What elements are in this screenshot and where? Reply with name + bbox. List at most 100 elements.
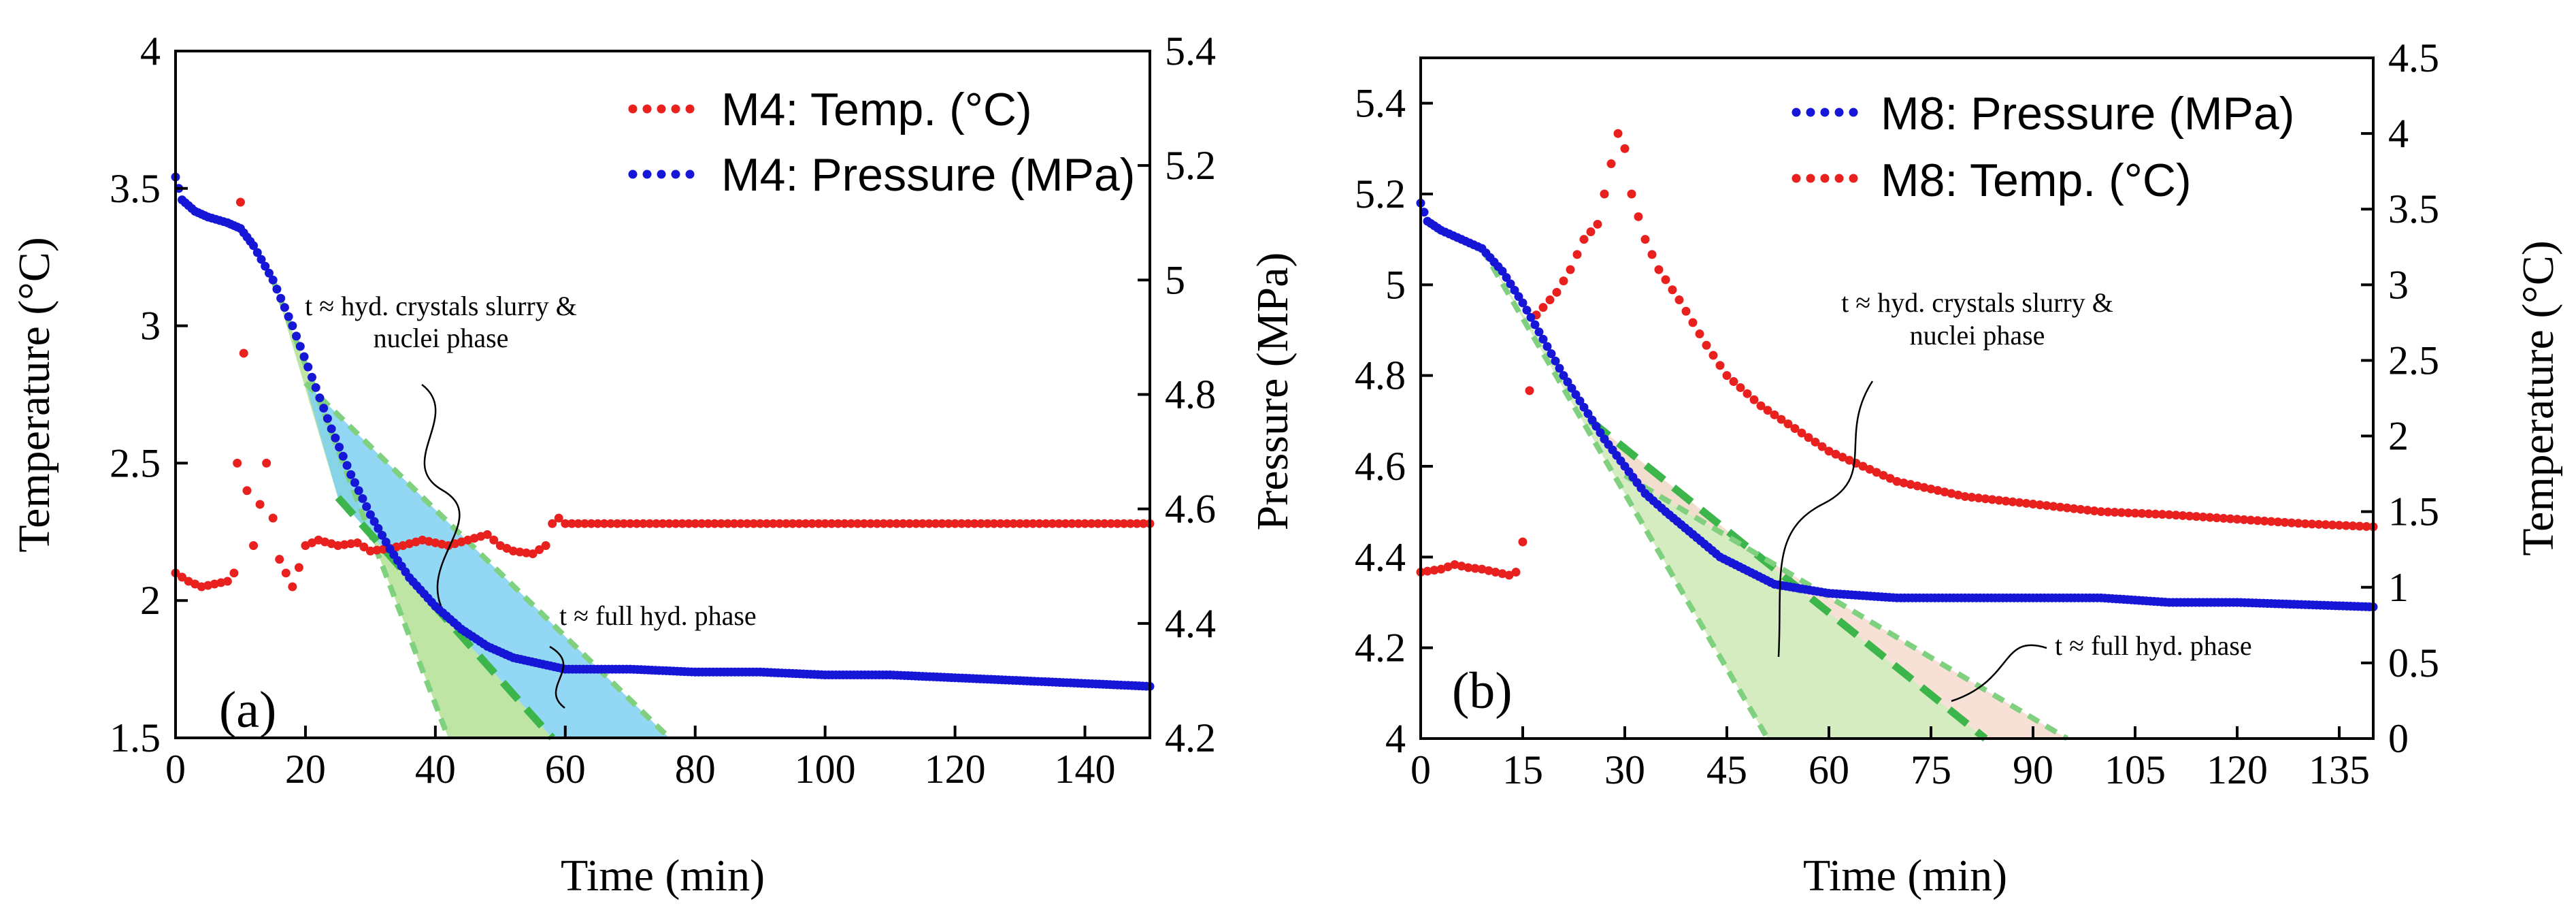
temp-point (1994, 496, 2004, 505)
pressure-point (1567, 383, 1576, 393)
temp-point (944, 519, 953, 528)
pressure-point (1563, 377, 1572, 387)
temp-point (1783, 419, 1793, 429)
temp-point (2226, 514, 2235, 523)
temp-point (606, 519, 616, 528)
temp-point (1022, 519, 1031, 528)
temp-point (242, 486, 252, 496)
y-left-tick-label: 2.5 (110, 440, 161, 485)
pressure-point (1522, 306, 1532, 315)
temp-point (2239, 515, 2249, 524)
temp-point (2137, 508, 2147, 518)
temp-point (1661, 275, 1670, 285)
temp-point (638, 519, 648, 528)
x-axis-title: Time (min) (561, 851, 765, 901)
temp-point (1450, 560, 1459, 569)
temp-point (1087, 519, 1096, 528)
temp-point (1579, 235, 1589, 244)
temp-point (1919, 483, 1929, 492)
temp-point (1015, 519, 1025, 528)
y-left-tick-label: 3.5 (110, 166, 161, 211)
pressure-point (362, 502, 371, 511)
pressure-point (346, 470, 356, 479)
pressure-point (280, 303, 289, 312)
temp-point (691, 519, 700, 528)
temp-point (1477, 564, 1487, 574)
temp-point (723, 519, 732, 528)
x-tick-label: 30 (1604, 747, 1645, 792)
temp-point (2287, 518, 2296, 528)
temp-point (989, 519, 999, 528)
temp-point (625, 519, 635, 528)
temp-point (1048, 519, 1057, 528)
chart-panel-b: 0 15 30 45 60 75 90 105 120 135 44.24.44.64.855.2… (1248, 35, 2563, 901)
temp-point (892, 519, 902, 528)
x-tick-label: 0 (165, 747, 186, 792)
temp-point (2171, 511, 2181, 520)
temp-point (671, 519, 680, 528)
temp-point (808, 519, 817, 528)
temp-point (1436, 564, 1446, 574)
y-right-tick-label: 4.6 (1165, 487, 1216, 532)
temp-point (372, 545, 382, 555)
temp-point (1845, 455, 1854, 465)
fit-line (1479, 246, 1770, 741)
temp-point (2090, 506, 2099, 516)
temp-point (1749, 395, 1759, 404)
temp-point (1743, 389, 1752, 398)
temp-point (872, 519, 882, 528)
pressure-point (295, 342, 305, 351)
temp-point (931, 519, 940, 528)
temp-point (951, 519, 960, 528)
temp-point (846, 519, 856, 528)
y-left-tick-label: 4.8 (1355, 353, 1406, 398)
temp-point (2076, 504, 2085, 514)
pressure-point (323, 414, 332, 423)
temp-point (1464, 563, 1473, 572)
pressure-point (276, 293, 286, 303)
temp-point (2055, 502, 2065, 512)
temp-point (365, 547, 375, 556)
pressure-point (1506, 279, 1515, 289)
temp-point (1654, 265, 1664, 274)
pressure-point (1575, 396, 1585, 406)
temp-point (762, 519, 772, 528)
temp-point (561, 519, 570, 528)
temp-point (2049, 502, 2058, 511)
pressure-point (1510, 285, 1519, 295)
temp-point (2232, 515, 2242, 524)
temp-point (2328, 520, 2337, 530)
temp-point (704, 519, 713, 528)
temp-point (736, 519, 746, 528)
temp-point (1093, 519, 1103, 528)
panel-label: (a) (219, 681, 276, 739)
annotation-slurry-phase: t ≈ hyd. crystals slurry & (1841, 287, 2113, 318)
temp-point (1879, 470, 1888, 480)
temp-point (1002, 519, 1012, 528)
y-right-tick-label: 5.2 (1165, 143, 1216, 188)
temp-point (1756, 401, 1766, 410)
x-tick-label: 0 (1410, 747, 1431, 792)
temp-point (2158, 510, 2167, 519)
pressure-point (1579, 402, 1589, 412)
temp-point (684, 519, 693, 528)
temp-point (1729, 377, 1738, 387)
pressure-point (288, 321, 297, 331)
temp-point (833, 519, 843, 528)
annotation-callout-line-2 (549, 645, 565, 709)
temp-point (1035, 519, 1044, 528)
temp-point (2185, 511, 2194, 521)
temp-point (1668, 285, 1677, 295)
pressure-point (1542, 342, 1552, 351)
temp-point (612, 519, 622, 528)
temp-point (1892, 476, 1902, 486)
y-right-tick-label: 2.5 (2388, 338, 2439, 383)
y-axis-right-ticks: 0 0.5 1 1.5 2 2.5 3 3.5 4 4.5 (2361, 35, 2439, 761)
chart-panel-a: 0 20 40 60 80 100 120 140 1.522.533.54 4.24.44.… (10, 29, 1216, 901)
x-tick-label: 90 (2013, 747, 2053, 792)
pressure-point (1551, 356, 1560, 366)
pressure-point (354, 486, 363, 496)
y-right-tick-label: 0 (2388, 716, 2409, 761)
temp-point (827, 519, 836, 528)
